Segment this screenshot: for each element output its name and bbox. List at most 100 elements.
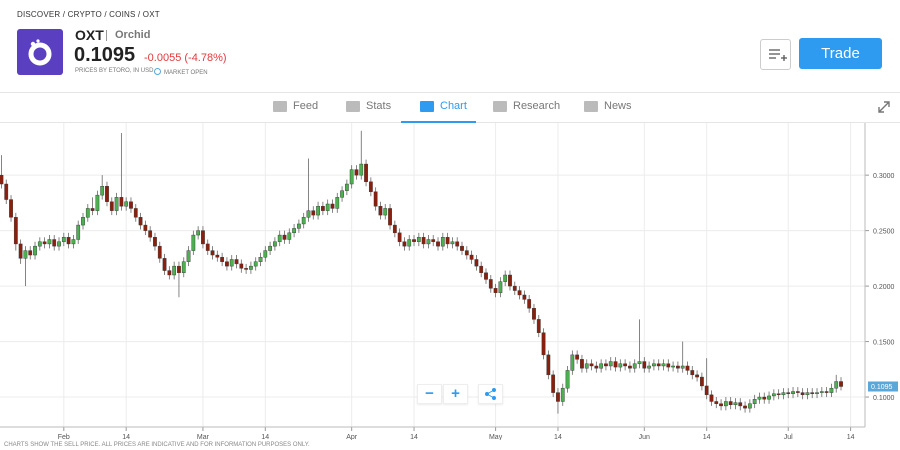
price-change: -0.0055 (-4.78%) xyxy=(144,52,227,64)
candle-body xyxy=(249,265,253,270)
tab[interactable]: Stats xyxy=(346,100,391,112)
candle-body xyxy=(229,259,234,267)
candle-body xyxy=(671,365,675,368)
last-price-label: 0.1095 xyxy=(871,384,893,391)
x-tick-label: Jul xyxy=(784,434,793,440)
tab[interactable]: Chart xyxy=(420,100,467,112)
candle-body xyxy=(143,224,148,231)
candle-body xyxy=(637,361,642,364)
candle-body xyxy=(162,258,167,271)
trade-button[interactable]: Trade xyxy=(799,38,882,69)
candle-body xyxy=(109,201,114,211)
candle-body xyxy=(623,363,628,367)
candle-body xyxy=(186,250,191,262)
candle-body xyxy=(57,241,61,247)
candle-body xyxy=(791,391,795,394)
coin-logo xyxy=(17,29,63,75)
candle-body xyxy=(412,239,416,242)
candle-body xyxy=(628,365,632,369)
y-tick-label: 0.2000 xyxy=(873,284,895,291)
candle-body xyxy=(114,197,119,211)
watchlist-button[interactable] xyxy=(760,39,791,70)
watchlist-icon xyxy=(769,49,787,61)
fullscreen-button[interactable] xyxy=(876,99,892,115)
candle-body xyxy=(560,387,565,402)
separator xyxy=(106,30,107,41)
candle-body xyxy=(311,210,316,216)
tab[interactable]: Research xyxy=(493,100,560,112)
candle-body xyxy=(335,197,340,209)
tab[interactable]: News xyxy=(584,100,632,112)
candle-body xyxy=(508,274,512,287)
candle-body xyxy=(100,186,105,196)
candle-body xyxy=(181,261,186,273)
y-tick-label: 0.1000 xyxy=(873,395,895,402)
candle-body xyxy=(541,332,546,356)
candle-body xyxy=(834,381,839,389)
tab[interactable]: Feed xyxy=(273,100,318,112)
candle-body xyxy=(450,241,455,245)
candle-body xyxy=(325,203,330,211)
candle-body xyxy=(196,230,201,236)
share-button[interactable] xyxy=(478,384,503,404)
candle-body xyxy=(234,259,239,265)
candle-body xyxy=(18,243,23,259)
y-tick-label: 0.1500 xyxy=(873,340,895,347)
candle-body xyxy=(373,191,378,207)
candle-body xyxy=(498,281,503,293)
candle-body xyxy=(297,223,301,229)
candle-body xyxy=(685,365,690,371)
candle-body xyxy=(575,354,580,360)
candle-body xyxy=(824,391,829,393)
candle-body xyxy=(700,376,704,387)
market-status: MARKET OPEN xyxy=(154,68,208,76)
candle-body xyxy=(316,206,320,216)
x-tick-label: 14 xyxy=(122,434,130,440)
candle-body xyxy=(819,391,824,393)
candle-body xyxy=(215,254,220,258)
candle-body xyxy=(695,374,699,378)
candle-body xyxy=(776,393,781,396)
candle-body xyxy=(52,239,57,247)
candle-body xyxy=(320,206,325,211)
candle-body xyxy=(440,237,445,247)
candle-body xyxy=(81,217,85,226)
logo-icon xyxy=(28,39,52,66)
candle-body xyxy=(13,217,18,245)
candle-body xyxy=(119,197,124,207)
candle-body xyxy=(402,241,407,247)
candle-body xyxy=(661,363,666,367)
x-tick-label: Apr xyxy=(346,434,358,440)
candle-body xyxy=(522,294,527,300)
y-tick-label: 0.3000 xyxy=(873,173,895,180)
zoom-in-button[interactable]: + xyxy=(443,384,468,404)
tab-label: Feed xyxy=(293,100,319,112)
candle-body xyxy=(460,245,464,251)
candle-body xyxy=(210,250,215,256)
candle-body xyxy=(258,257,263,262)
candle-body xyxy=(704,385,709,396)
x-tick-label: May xyxy=(489,434,503,440)
candle-body xyxy=(263,250,268,258)
y-tick-label: 0.2500 xyxy=(873,229,895,236)
candle-body xyxy=(594,365,599,369)
x-tick-label: 14 xyxy=(554,434,562,440)
candle-body xyxy=(632,363,637,369)
candle-body xyxy=(810,392,815,394)
candle-body xyxy=(781,392,786,396)
candle-body xyxy=(618,363,623,368)
candle-body xyxy=(464,250,469,256)
candle-body xyxy=(767,395,771,400)
candle-body xyxy=(157,245,162,259)
candle-body xyxy=(273,241,277,247)
footer-note: CHARTS SHOW THE SELL PRICE. ALL PRICES A… xyxy=(4,442,310,448)
breadcrumb[interactable]: DISCOVER / CRYPTO / COINS / OXT xyxy=(17,10,160,19)
candle-body xyxy=(368,181,373,192)
candle-body xyxy=(556,392,560,402)
candle-body xyxy=(306,210,311,218)
candle-body xyxy=(344,183,349,191)
candle-body xyxy=(484,272,488,280)
candle-body xyxy=(709,394,714,402)
zoom-out-button[interactable]: − xyxy=(417,384,442,404)
